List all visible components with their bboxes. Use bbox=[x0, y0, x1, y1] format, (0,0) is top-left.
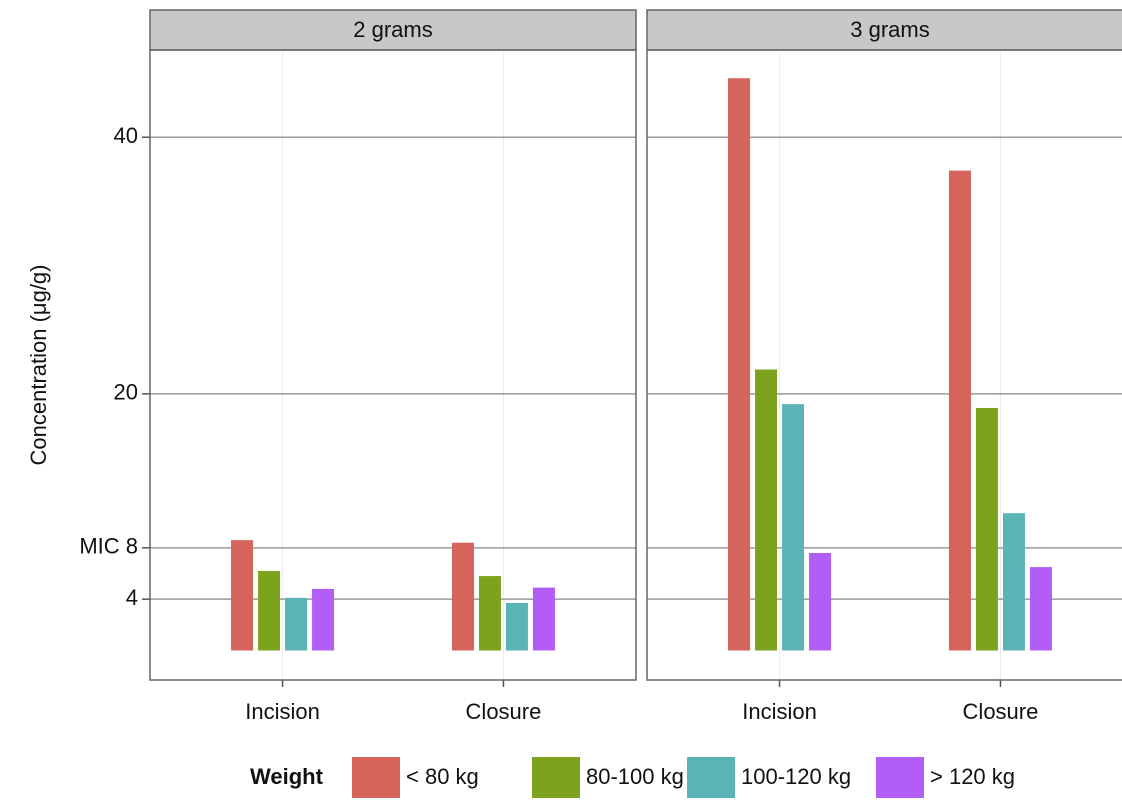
panel-background bbox=[150, 50, 636, 680]
bar bbox=[755, 369, 778, 651]
bar bbox=[1002, 513, 1025, 651]
strip-label: 3 grams bbox=[850, 17, 929, 42]
bar bbox=[285, 597, 308, 651]
legend-label: 80-100 kg bbox=[586, 764, 684, 789]
y-tick-label: MIC 8 bbox=[79, 534, 138, 559]
y-tick-label: 40 bbox=[114, 123, 138, 148]
y-axis-label: Concentration (μg/g) bbox=[26, 265, 51, 466]
bar bbox=[231, 540, 254, 651]
bar bbox=[478, 576, 501, 651]
legend-title: Weight bbox=[250, 764, 324, 789]
x-tick-label: Closure bbox=[963, 699, 1039, 724]
legend-swatch bbox=[876, 757, 924, 798]
bar bbox=[258, 570, 281, 651]
bar bbox=[948, 170, 971, 651]
bar bbox=[975, 407, 998, 651]
strip-label: 2 grams bbox=[353, 17, 432, 42]
bar bbox=[505, 603, 528, 651]
legend-swatch bbox=[352, 757, 400, 798]
bar bbox=[312, 588, 335, 651]
bar bbox=[782, 404, 805, 651]
bar bbox=[809, 552, 832, 651]
x-tick-label: Incision bbox=[245, 699, 320, 724]
y-tick-label: 4 bbox=[126, 585, 138, 610]
x-tick-label: Incision bbox=[742, 699, 817, 724]
y-tick-label: 20 bbox=[114, 380, 138, 405]
panel-border bbox=[646, 49, 1122, 681]
x-tick-label: Closure bbox=[466, 699, 542, 724]
bar bbox=[1029, 567, 1052, 651]
legend-label: 100-120 kg bbox=[741, 764, 851, 789]
legend-label: > 120 kg bbox=[930, 764, 1015, 789]
panel-border bbox=[149, 49, 637, 681]
strip bbox=[149, 9, 637, 51]
bar bbox=[532, 587, 555, 651]
bar bbox=[728, 78, 751, 651]
legend-swatch bbox=[687, 757, 735, 798]
legend-label: < 80 kg bbox=[406, 764, 479, 789]
legend-swatch bbox=[532, 757, 580, 798]
bar bbox=[451, 542, 474, 651]
